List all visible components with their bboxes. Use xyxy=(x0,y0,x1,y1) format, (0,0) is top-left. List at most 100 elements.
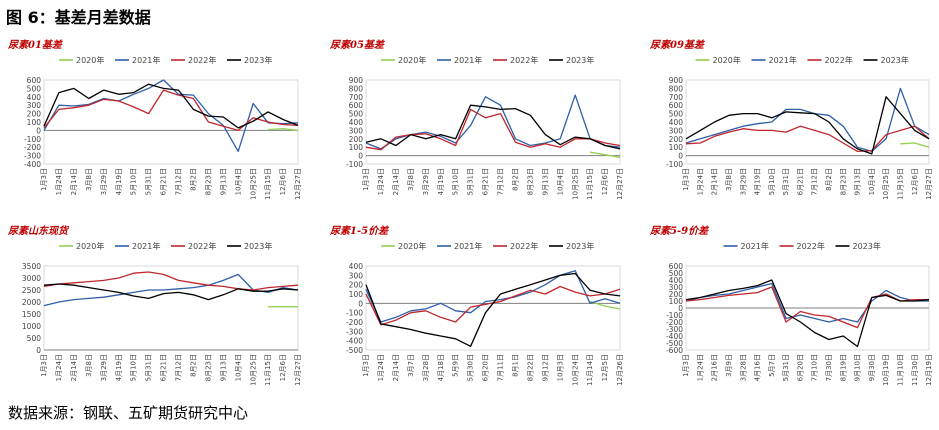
x-tick-label: 8月2日 xyxy=(825,168,833,191)
y-tick-label: 600 xyxy=(349,101,364,110)
y-tick-label: 0 xyxy=(36,346,41,355)
y-tick-label: 400 xyxy=(669,276,684,285)
y-tick-label: -300 xyxy=(666,325,683,334)
series-line xyxy=(365,270,621,323)
x-tick-label: 3月28日 xyxy=(422,354,430,381)
chart-panel-urea-5-9-spread: 尿素5-9价差 2021年 2022年 2023年 -600 -500 -400 -300-… xyxy=(650,222,939,398)
y-tick-label: -100 xyxy=(666,311,683,320)
y-tick-label: 2500 xyxy=(22,286,41,295)
legend-label: 2020年 xyxy=(713,55,741,65)
y-tick-label: 500 xyxy=(669,110,684,119)
chart-svg: 2021年 2022年 2023年 -600-500-400-300-200-1000… xyxy=(666,241,933,386)
x-tick-label: 12月19日 xyxy=(925,354,933,386)
y-tick-label: 0 xyxy=(678,304,683,313)
legend-label: 2020年 xyxy=(398,55,426,65)
x-tick-label: 4月19日 xyxy=(437,168,445,195)
y-tick-label: 400 xyxy=(27,93,42,102)
series-line xyxy=(365,272,621,347)
y-tick-label: 3500 xyxy=(22,262,41,271)
legend-label: 2023年 xyxy=(244,241,272,251)
x-tick-label: 10月24日 xyxy=(571,354,579,386)
series-line xyxy=(43,79,299,153)
x-tick-label: 12月27日 xyxy=(294,354,302,386)
series-line xyxy=(589,300,621,310)
y-tick-label: -600 xyxy=(666,346,683,355)
y-tick-label: 700 xyxy=(349,93,364,102)
x-tick-label: 12月6日 xyxy=(279,354,287,381)
legend-label: 2022年 xyxy=(510,55,538,65)
x-tick-label: 8月2日 xyxy=(190,168,198,191)
x-tick-label: 8月1日 xyxy=(512,354,520,377)
series-line xyxy=(43,283,299,301)
legend-label: 2020年 xyxy=(76,241,104,251)
x-tick-label: 7月10日 xyxy=(811,354,819,381)
legend-label: 2021年 xyxy=(454,55,482,65)
x-tick-label: 1月3日 xyxy=(682,168,690,191)
x-tick-label: 2月14日 xyxy=(711,168,719,195)
y-tick-label: -100 xyxy=(666,160,683,169)
x-tick-label: 8月23日 xyxy=(204,168,212,195)
x-tick-label: 4月18日 xyxy=(437,354,445,381)
x-tick-label: 1月3日 xyxy=(362,354,370,377)
x-tick-label: 11月14日 xyxy=(586,354,594,386)
series-line xyxy=(365,108,621,151)
y-tick-label: 100 xyxy=(349,143,364,152)
x-tick-label: 10月25日 xyxy=(571,168,579,200)
y-tick-label: -100 xyxy=(346,309,363,318)
x-tick-label: 3月29日 xyxy=(100,168,108,195)
y-tick-label: 0 xyxy=(36,126,41,135)
x-tick-label: 5月31日 xyxy=(467,168,475,195)
x-tick-label: 7月12日 xyxy=(175,168,183,195)
y-tick-label: -500 xyxy=(666,339,683,348)
chart-title: 尿素05基差 xyxy=(330,40,384,51)
y-tick-label: -400 xyxy=(24,160,41,169)
x-tick-label: 10月4日 xyxy=(556,168,564,195)
series-line xyxy=(43,273,299,307)
x-tick-label: 8月23日 xyxy=(839,168,847,195)
x-tick-label: 5月9日 xyxy=(452,354,460,377)
y-tick-label: 400 xyxy=(669,118,684,127)
y-tick-label: 500 xyxy=(27,334,42,343)
legend-label: 2022年 xyxy=(825,55,853,65)
y-tick-label: 300 xyxy=(669,126,684,135)
y-tick-label: 200 xyxy=(669,135,684,144)
y-tick-label: -100 xyxy=(24,135,41,144)
y-tick-label: 600 xyxy=(669,262,684,271)
x-tick-label: 9月12日 xyxy=(541,354,549,381)
y-tick-label: 2000 xyxy=(22,298,41,307)
x-tick-label: 9月13日 xyxy=(219,168,227,195)
x-tick-label: 12月27日 xyxy=(616,168,624,200)
x-tick-label: 3月29日 xyxy=(100,354,108,381)
x-tick-label: 9月30日 xyxy=(868,354,876,381)
x-tick-label: 8月19日 xyxy=(839,354,847,381)
y-tick-label: 900 xyxy=(349,76,364,85)
y-tick-label: -200 xyxy=(346,318,363,327)
plot-area xyxy=(43,79,299,165)
x-tick-label: 12月5日 xyxy=(601,354,609,381)
x-tick-label: 10月3日 xyxy=(556,354,564,381)
chart-title: 尿素01基差 xyxy=(8,40,62,51)
x-tick-label: 3月29日 xyxy=(739,168,747,195)
chart-title: 尿素山东现货 xyxy=(8,226,68,237)
x-tick-label: 4月19日 xyxy=(115,168,123,195)
chart-svg: 2020年 2021年 2022年 2023年 -1000100200300400500… xyxy=(666,55,933,200)
y-tick-label: 400 xyxy=(349,118,364,127)
x-tick-label: 5月31日 xyxy=(782,168,790,195)
x-tick-label: 12月6日 xyxy=(279,168,287,195)
x-tick-label: 10月25日 xyxy=(249,168,257,200)
y-tick-label: -400 xyxy=(666,332,683,341)
x-tick-label: 4月19日 xyxy=(115,354,123,381)
y-tick-label: 200 xyxy=(349,281,364,290)
x-tick-label: 10月4日 xyxy=(868,168,876,195)
y-tick-label: 500 xyxy=(27,84,42,93)
x-tick-label: 3月8日 xyxy=(725,168,733,191)
series-line xyxy=(685,279,930,348)
x-tick-label: 2月14日 xyxy=(392,168,400,195)
series-line xyxy=(685,286,929,329)
x-tick-label: 3月9日 xyxy=(725,354,733,377)
x-tick-label: 10月25日 xyxy=(249,354,257,386)
series-line xyxy=(365,94,621,150)
y-tick-label: 300 xyxy=(349,126,364,135)
x-tick-label: 5月31日 xyxy=(145,354,153,381)
x-tick-label: 3月8日 xyxy=(85,168,93,191)
